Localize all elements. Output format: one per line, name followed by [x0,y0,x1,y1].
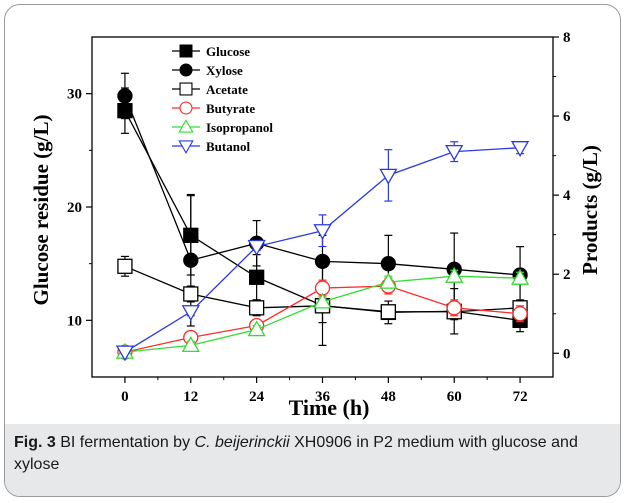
data-point-xylose [117,88,133,104]
legend-marker [179,82,193,96]
legend-label: Xylose [206,63,243,78]
x-axis-title: Time (h) [289,395,370,420]
legend-item-butyrate: Butyrate [172,101,255,116]
figure-caption: Fig. 3 BI fermentation by C. beijerincki… [14,432,614,476]
data-point-butanol [313,224,332,241]
data-point-butanol [510,141,530,158]
data-point-butanol [115,345,135,362]
data-point-butanol [379,168,398,185]
legend-marker [178,140,194,154]
y-right-tick-label: 0 [563,346,571,362]
data-point-acetate [183,286,199,302]
data-point-butyrate [446,300,462,316]
data-point-isopropanol [445,266,464,283]
legend-marker [179,101,193,115]
legend-label: Isopropanol [206,120,273,135]
x-tick-label: 36 [315,389,331,405]
caption-text-before: BI fermentation by [60,434,195,451]
data-point-butanol [181,305,200,322]
data-point-butanol [247,239,266,256]
caption-label: Fig. 3 [14,434,56,451]
caption-text-after: XH0906 in P2 medium with glucose and xyl… [14,434,578,473]
legend-label: Butyrate [206,101,255,116]
caption-organism: C. beijerinckii [194,434,290,451]
data-point-xylose [183,252,199,268]
x-tick-label: 48 [381,389,396,405]
x-tick-label: 0 [121,389,129,405]
data-point-isopropanol [247,320,266,337]
figure-frame [4,4,621,497]
legend-label: Glucose [206,44,250,59]
data-point-isopropanol [313,292,332,309]
legend-item-isopropanol: Isopropanol [172,119,273,135]
legend-item-butanol: Butanol [172,139,250,154]
y-right-tick-label: 4 [563,188,571,204]
x-tick-label: 72 [513,389,528,405]
legend-marker [179,44,193,58]
legend-label: Acetate [206,82,248,97]
data-point-isopropanol [379,272,398,289]
right-axis-title: Products (g/L) [578,145,602,275]
legend: Glucose Xylose Acetate Butyrate Isopropanol B… [172,44,273,154]
data-point-acetate [248,300,265,316]
y-right-tick-label: 6 [563,109,571,125]
legend-item-acetate: Acetate [172,82,248,97]
y-right-tick-label: 8 [563,30,571,46]
legend-marker [178,119,194,133]
y-right-tick-label: 2 [563,267,571,283]
legend-label: Butanol [206,139,250,154]
y-left-tick-label: 30 [67,87,82,103]
data-point-xylose [380,256,397,272]
data-point-acetate [380,304,397,320]
legend-item-xylose: Xylose [172,63,243,78]
data-point-acetate [117,258,133,274]
x-tick-label: 12 [183,389,198,405]
left-axis-title: Glucose residue (g/L) [29,115,53,306]
y-left-tick-label: 10 [67,313,82,329]
data-point-isopropanol [181,336,200,353]
legend-marker [179,63,193,77]
data-point-isopropanol [510,268,530,285]
caption-band [5,424,620,496]
x-tick-label: 60 [447,389,462,405]
series-layer [115,72,530,362]
series-butanol [115,141,530,362]
data-point-butyrate [512,306,528,322]
legend-item-glucose: Glucose [172,44,250,59]
series-xylose [117,72,528,327]
y-left-tick-label: 20 [67,200,82,216]
data-point-butanol [445,145,464,161]
x-tick-label: 24 [249,389,265,405]
data-point-glucose [248,269,265,285]
